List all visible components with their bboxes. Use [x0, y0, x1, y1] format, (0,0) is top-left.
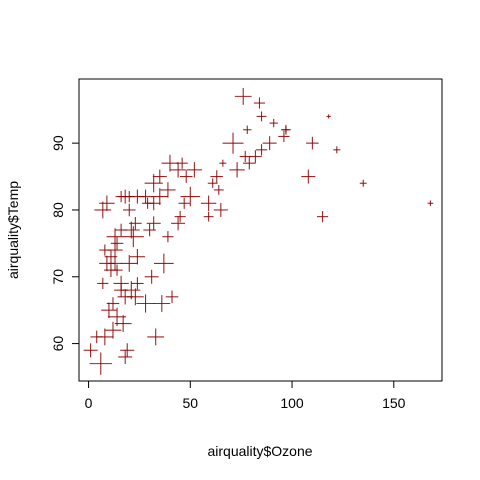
data-point-0: [83, 343, 98, 358]
data-point-45: [146, 196, 161, 211]
data-point-86: [282, 126, 290, 134]
x-axis: 0 50 100 150: [85, 380, 406, 411]
data-point-83: [269, 118, 278, 128]
y-tick-label-0: 60: [50, 336, 66, 352]
data-point-32: [122, 221, 140, 239]
data-point-84: [278, 130, 290, 143]
data-point-19: [110, 237, 124, 250]
data-point-81: [255, 144, 268, 156]
data-point-49: [152, 169, 167, 184]
data-point-5: [96, 328, 114, 346]
data-point-59: [174, 211, 186, 223]
data-point-54: [160, 182, 176, 198]
data-point-73: [229, 162, 245, 178]
data-point-13: [104, 321, 122, 339]
data-point-69: [213, 185, 224, 195]
data-point-77: [243, 156, 256, 170]
data-point-25: [118, 349, 133, 364]
data-point-80: [256, 111, 267, 122]
data-point-78: [249, 150, 262, 163]
data-point-33: [122, 281, 141, 300]
data-point-70: [213, 202, 228, 217]
data-point-35: [129, 217, 142, 230]
data-point-36: [126, 288, 144, 306]
data-point-53: [162, 231, 174, 243]
data-point-34: [122, 226, 144, 248]
x-tick-label-0: 0: [85, 395, 93, 411]
data-point-46: [146, 216, 161, 231]
data-point-52: [154, 253, 174, 274]
data-point-89: [316, 211, 329, 223]
x-tick-label-3: 150: [382, 395, 406, 411]
data-point-76: [243, 125, 252, 134]
data-point-48: [147, 328, 165, 346]
data-point-63: [180, 186, 201, 207]
data-point-55: [161, 154, 179, 172]
data-point-58: [171, 216, 186, 231]
y-tick-label-3: 90: [50, 135, 66, 151]
data-point-15: [107, 242, 123, 258]
data-point-3: [97, 277, 109, 290]
data-point-40: [138, 189, 153, 204]
data-point-74: [234, 87, 252, 105]
data-point-82: [262, 136, 277, 151]
data-point-2: [89, 352, 112, 375]
data-point-18: [111, 264, 123, 276]
data-point-88: [306, 136, 319, 150]
data-point-56: [165, 290, 179, 304]
data-point-9: [101, 302, 117, 318]
data-point-75: [239, 150, 251, 163]
data-point-38: [129, 249, 146, 265]
data-point-7: [99, 195, 115, 211]
data-point-4: [94, 201, 112, 219]
data-point-30: [122, 203, 136, 217]
data-point-16: [108, 256, 123, 271]
data-point-24: [114, 315, 132, 332]
data-point-28: [120, 343, 135, 358]
data-point-67: [207, 178, 218, 189]
x-tick-label-1: 50: [183, 395, 199, 411]
y-tick-label-1: 70: [50, 269, 66, 285]
data-point-44: [144, 269, 159, 284]
y-axis: 60 70 80 90: [50, 135, 80, 352]
data-point-50: [151, 188, 169, 205]
data-point-72: [222, 132, 244, 154]
data-point-87: [301, 169, 316, 184]
data-point-79: [253, 97, 266, 109]
data-point-31: [120, 255, 138, 272]
data-point-66: [203, 211, 214, 222]
x-axis-label: airquality$Ozone: [207, 443, 312, 459]
data-points: [83, 87, 434, 375]
x-tick-label-2: 100: [280, 395, 304, 411]
data-point-65: [200, 195, 217, 211]
y-tick-label-2: 80: [50, 202, 66, 218]
data-point-61: [178, 197, 190, 209]
data-point-64: [186, 162, 203, 178]
data-point-92: [359, 179, 367, 187]
data-point-60: [176, 157, 188, 169]
data-point-39: [131, 277, 144, 290]
data-point-12: [106, 297, 120, 310]
data-point-71: [219, 159, 227, 167]
data-point-90: [326, 114, 331, 119]
data-point-62: [179, 170, 193, 183]
data-point-14: [106, 228, 124, 246]
data-point-91: [333, 146, 341, 154]
data-point-93: [427, 200, 434, 207]
data-point-41: [136, 294, 155, 313]
data-point-57: [170, 162, 186, 178]
data-point-51: [153, 295, 171, 312]
y-axis-label: airquality$Temp: [5, 181, 21, 279]
data-point-68: [210, 170, 224, 183]
